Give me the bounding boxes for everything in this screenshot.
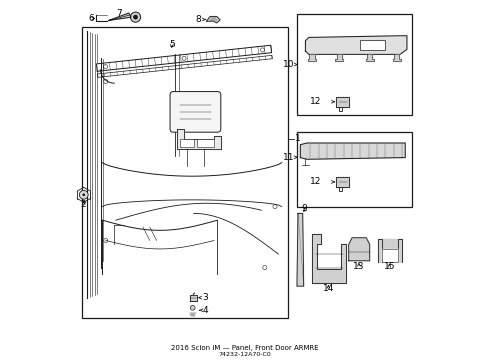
Circle shape	[82, 193, 85, 196]
Text: 11: 11	[283, 153, 294, 162]
Text: 3: 3	[203, 293, 208, 302]
Text: 10: 10	[283, 60, 294, 69]
Text: 14: 14	[322, 284, 333, 293]
Text: 4: 4	[203, 306, 208, 315]
Polygon shape	[334, 54, 343, 61]
Polygon shape	[311, 234, 346, 283]
Text: 12: 12	[309, 177, 321, 186]
Polygon shape	[300, 143, 405, 159]
Text: 2016 Scion iM — Panel, Front Door ARMRE: 2016 Scion iM — Panel, Front Door ARMRE	[170, 345, 318, 351]
Polygon shape	[348, 238, 369, 261]
Polygon shape	[305, 36, 406, 54]
Text: 15: 15	[383, 262, 394, 271]
Polygon shape	[177, 129, 221, 149]
Polygon shape	[307, 54, 316, 61]
Polygon shape	[335, 177, 349, 187]
Bar	[296, 132, 411, 207]
Bar	[296, 14, 411, 115]
Polygon shape	[377, 239, 401, 262]
Polygon shape	[206, 17, 220, 23]
Polygon shape	[296, 213, 303, 286]
Bar	[359, 40, 384, 50]
Circle shape	[79, 190, 88, 199]
Polygon shape	[108, 13, 131, 21]
Text: 74232-12A70-C0: 74232-12A70-C0	[218, 352, 270, 357]
Polygon shape	[190, 294, 197, 301]
Text: 1: 1	[295, 134, 301, 143]
Text: 6: 6	[88, 14, 94, 23]
Polygon shape	[365, 54, 373, 61]
Text: 9: 9	[301, 204, 307, 213]
Text: 12: 12	[309, 97, 321, 106]
Polygon shape	[392, 54, 400, 61]
Text: 8: 8	[195, 15, 201, 24]
Polygon shape	[382, 249, 397, 262]
Text: 13: 13	[352, 262, 364, 271]
Text: 7: 7	[116, 9, 121, 18]
Bar	[82, 27, 288, 318]
Text: 2: 2	[80, 200, 85, 209]
FancyBboxPatch shape	[170, 91, 221, 132]
Circle shape	[190, 305, 195, 310]
Text: 5: 5	[168, 40, 174, 49]
Circle shape	[130, 12, 141, 22]
Polygon shape	[335, 97, 349, 107]
Bar	[180, 139, 193, 148]
Bar	[197, 139, 214, 148]
Circle shape	[133, 15, 138, 19]
Polygon shape	[96, 45, 271, 71]
